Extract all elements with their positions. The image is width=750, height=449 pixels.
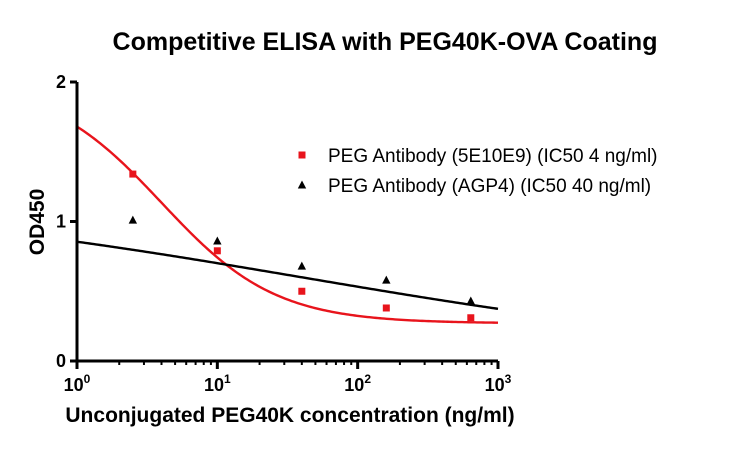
data-point-series-2 (213, 236, 222, 245)
legend-marker-2 (297, 180, 307, 189)
data-points (128, 170, 476, 322)
x-tick-base: 10 (344, 375, 364, 395)
fit-curve-series-2 (76, 240, 499, 310)
data-point-series-2 (128, 215, 138, 224)
data-point-series-1 (129, 170, 137, 178)
data-point-series-1 (298, 287, 306, 295)
data-point-series-2 (297, 261, 307, 270)
x-tick-base: 10 (485, 375, 505, 395)
x-tick-exponent: 1 (224, 372, 231, 386)
x-tick-exponent: 3 (505, 372, 512, 386)
x-axis-label: Unconjugated PEG40K concentration (ng/ml… (65, 404, 514, 427)
x-tick-base: 10 (64, 375, 84, 395)
data-point-series-1 (467, 314, 475, 322)
legend-marker-1 (298, 151, 306, 159)
y-axis-label: OD450 (26, 189, 49, 256)
x-tick-label: 103 (485, 372, 512, 395)
x-tick-label: 101 (204, 372, 231, 395)
x-tick-exponent: 2 (364, 372, 371, 386)
legend: PEG Antibody (5E10E9) (IC50 4 ng/ml) PEG … (297, 146, 658, 197)
data-point-series-1 (382, 304, 390, 312)
x-tick-label: 102 (344, 372, 371, 395)
x-tick-exponent: 0 (84, 372, 91, 386)
data-point-series-1 (213, 247, 221, 255)
legend-label-1: PEG Antibody (5E10E9) (IC50 4 ng/ml) (328, 146, 658, 167)
x-tick-label: 100 (64, 372, 91, 395)
data-point-series-2 (382, 275, 391, 284)
y-tick-label: 1 (56, 212, 66, 232)
y-tick-label: 2 (56, 72, 66, 92)
x-tick-base: 10 (204, 375, 224, 395)
y-tick-label: 0 (56, 351, 66, 371)
legend-label-2: PEG Antibody (AGP4) (IC50 40 ng/ml) (328, 176, 651, 197)
data-point-series-2 (466, 296, 476, 305)
fit-curves (76, 125, 499, 324)
chart-title: Competitive ELISA with PEG40K-OVA Coatin… (113, 28, 658, 56)
fit-curve-series-1 (76, 125, 499, 324)
